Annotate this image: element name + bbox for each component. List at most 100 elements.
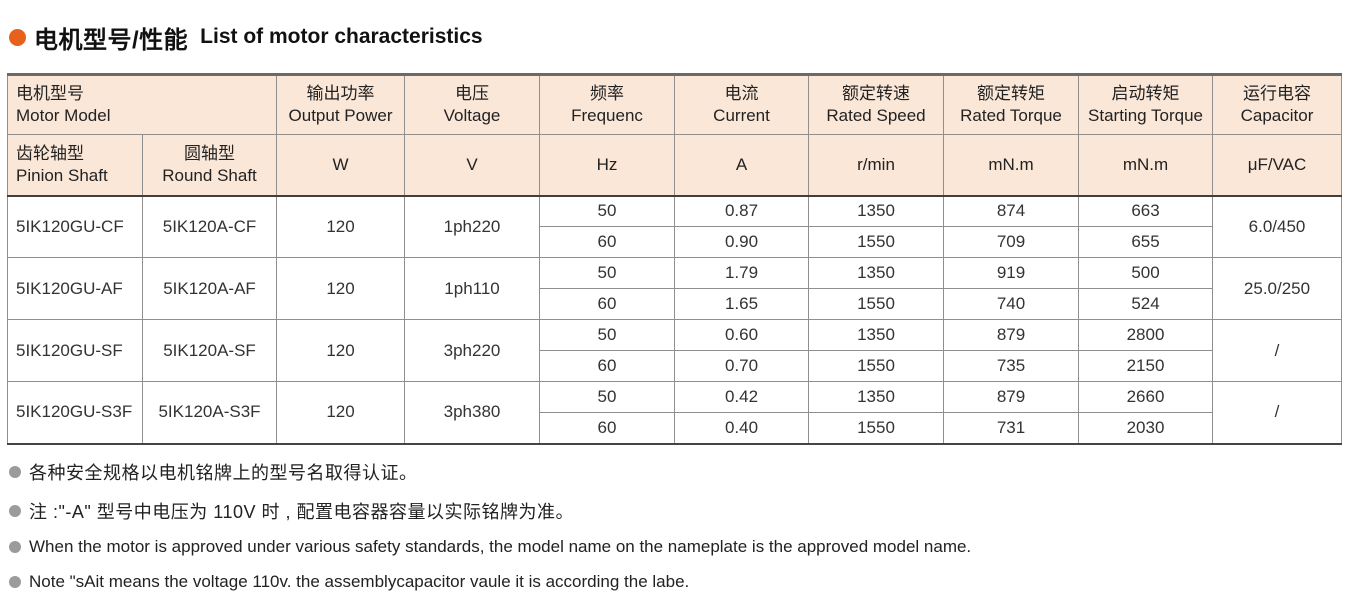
cell-round-shaft: 5IK120A-CF <box>141 195 278 258</box>
col-header-current: 电流 Current <box>674 74 810 135</box>
cell-pinion-shaft: 5IK120GU-SF <box>7 319 143 382</box>
cell-rated-speed: 1350 <box>808 257 945 289</box>
orange-bullet-icon <box>9 28 26 46</box>
cell-starting-torque: 2800 <box>1078 319 1214 351</box>
footnote-text: Note "sAit means the voltage 110v. the a… <box>29 571 690 591</box>
cell-frequency: 60 <box>539 350 676 382</box>
col-header-motor-model: 电机型号 Motor Model <box>6 74 278 135</box>
col-header-starting-torque: 启动转矩 Starting Torque <box>1078 74 1214 135</box>
cell-rated-torque: 735 <box>943 350 1080 382</box>
cell-starting-torque: 2030 <box>1078 412 1214 444</box>
gray-bullet-icon <box>9 504 21 517</box>
table-row: 5IK120GU-AF 5IK120A-AF 120 1ph110 50 1.7… <box>7 257 1343 320</box>
cell-frequency: 50 <box>539 381 676 413</box>
footnotes: 各种安全规格以电机铭牌上的型号名取得认证。 注 :"-A" 型号中电压为 110… <box>9 459 1341 592</box>
footnote-text: 注 :"-A" 型号中电压为 110V 时 , 配置电容器容量以实际铭牌为准。 <box>29 501 574 522</box>
unit-output-power: W <box>276 134 406 197</box>
cell-rated-torque: 709 <box>943 226 1080 258</box>
gray-bullet-icon <box>9 575 21 588</box>
col-header-output-power: 输出功率 Output Power <box>276 74 406 135</box>
cell-starting-torque: 663 <box>1078 195 1214 227</box>
cell-frequency: 50 <box>539 257 676 289</box>
cell-capacitor: / <box>1212 319 1343 382</box>
cell-rated-speed: 1550 <box>808 350 945 382</box>
table-row: 60 1.65 1550 740 524 <box>8 288 1342 320</box>
cell-starting-torque: 524 <box>1078 288 1214 320</box>
cell-pinion-shaft: 5IK120GU-S3F <box>7 381 143 444</box>
cell-current: 0.87 <box>674 195 810 227</box>
footnote-text: When the motor is approved under various… <box>29 536 972 556</box>
footnote-item: 注 :"-A" 型号中电压为 110V 时 , 配置电容器容量以实际铭牌为准。 <box>9 498 1341 524</box>
gray-bullet-icon <box>9 465 21 478</box>
unit-frequency: Hz <box>539 134 676 197</box>
cell-rated-torque: 879 <box>943 381 1080 413</box>
cell-voltage: 3ph220 <box>404 319 541 382</box>
table-row: 60 0.40 1550 731 2030 <box>8 412 1342 444</box>
footnote-text: 各种安全规格以电机铭牌上的型号名取得认证。 <box>29 462 418 483</box>
cell-starting-torque: 2660 <box>1078 381 1214 413</box>
cell-current: 0.40 <box>674 412 810 444</box>
cell-round-shaft: 5IK120A-SF <box>141 319 278 382</box>
cell-rated-speed: 1350 <box>808 381 945 413</box>
cell-frequency: 60 <box>539 412 676 444</box>
cell-capacitor: 6.0/450 <box>1212 195 1343 258</box>
unit-rated-torque: mN.m <box>943 134 1080 197</box>
cell-frequency: 50 <box>539 319 676 351</box>
gray-bullet-icon <box>9 540 21 553</box>
col-header-capacitor: 运行电容 Capacitor <box>1212 74 1343 135</box>
unit-voltage: V <box>404 134 541 197</box>
cell-output-power: 120 <box>276 381 406 444</box>
table-row: 60 0.90 1550 709 655 <box>8 226 1342 258</box>
unit-current: A <box>674 134 810 197</box>
cell-starting-torque: 500 <box>1078 257 1214 289</box>
section-title: 电机型号/性能 List of motor characteristics <box>9 20 1341 54</box>
cell-current: 0.42 <box>674 381 810 413</box>
cell-frequency: 60 <box>539 226 676 258</box>
cell-output-power: 120 <box>276 257 406 320</box>
cell-frequency: 50 <box>539 195 676 227</box>
cell-output-power: 120 <box>276 319 406 382</box>
cell-starting-torque: 2150 <box>1078 350 1214 382</box>
cell-pinion-shaft: 5IK120GU-AF <box>7 257 143 320</box>
header-row-titles: 电机型号 Motor Model 输出功率 Output Power 电压 Vo… <box>6 74 1343 135</box>
section-title-en: List of motor characteristics <box>200 25 483 48</box>
motor-characteristics-table: 电机型号 Motor Model 输出功率 Output Power 电压 Vo… <box>6 73 1343 445</box>
col-header-rated-speed: 额定转速 Rated Speed <box>808 74 945 135</box>
cell-rated-speed: 1550 <box>808 226 945 258</box>
table-row: 5IK120GU-SF 5IK120A-SF 120 3ph220 50 0.6… <box>7 319 1343 382</box>
cell-rated-torque: 874 <box>943 195 1080 227</box>
cell-round-shaft: 5IK120A-AF <box>141 257 278 320</box>
cell-voltage: 1ph220 <box>404 195 541 258</box>
cell-rated-torque: 731 <box>943 412 1080 444</box>
col-header-voltage: 电压 Voltage <box>404 74 541 135</box>
cell-voltage: 3ph380 <box>404 381 541 444</box>
col-header-pinion-shaft: 齿轮轴型 Pinion Shaft <box>7 134 143 197</box>
cell-current: 0.60 <box>674 319 810 351</box>
col-header-rated-torque: 额定转矩 Rated Torque <box>943 74 1080 135</box>
cell-rated-speed: 1350 <box>808 195 945 227</box>
unit-starting-torque: mN.m <box>1078 134 1214 197</box>
cell-rated-torque: 879 <box>943 319 1080 351</box>
unit-capacitor: μF/VAC <box>1212 134 1343 197</box>
cell-current: 1.79 <box>674 257 810 289</box>
col-header-round-shaft: 圆轴型 Round Shaft <box>141 134 278 197</box>
footnote-item: Note "sAit means the voltage 110v. the a… <box>9 572 1341 592</box>
cell-round-shaft: 5IK120A-S3F <box>141 381 278 444</box>
header-row-units: 齿轮轴型 Pinion Shaft 圆轴型 Round Shaft W V Hz… <box>7 134 1343 197</box>
cell-capacitor: / <box>1212 381 1343 444</box>
cell-pinion-shaft: 5IK120GU-CF <box>7 195 143 258</box>
cell-output-power: 120 <box>276 195 406 258</box>
table-row: 60 0.70 1550 735 2150 <box>8 350 1342 382</box>
cell-rated-speed: 1550 <box>808 288 945 320</box>
cell-rated-torque: 740 <box>943 288 1080 320</box>
col-header-frequency: 频率 Frequenc <box>539 74 676 135</box>
unit-rated-speed: r/min <box>808 134 945 197</box>
footnote-item: When the motor is approved under various… <box>9 537 1341 557</box>
cell-voltage: 1ph110 <box>404 257 541 320</box>
table-row: 5IK120GU-CF 5IK120A-CF 120 1ph220 50 0.8… <box>7 195 1343 258</box>
cell-rated-speed: 1550 <box>808 412 945 444</box>
footnote-item: 各种安全规格以电机铭牌上的型号名取得认证。 <box>9 459 1341 485</box>
table-row: 5IK120GU-S3F 5IK120A-S3F 120 3ph380 50 0… <box>7 381 1343 444</box>
cell-current: 0.90 <box>674 226 810 258</box>
